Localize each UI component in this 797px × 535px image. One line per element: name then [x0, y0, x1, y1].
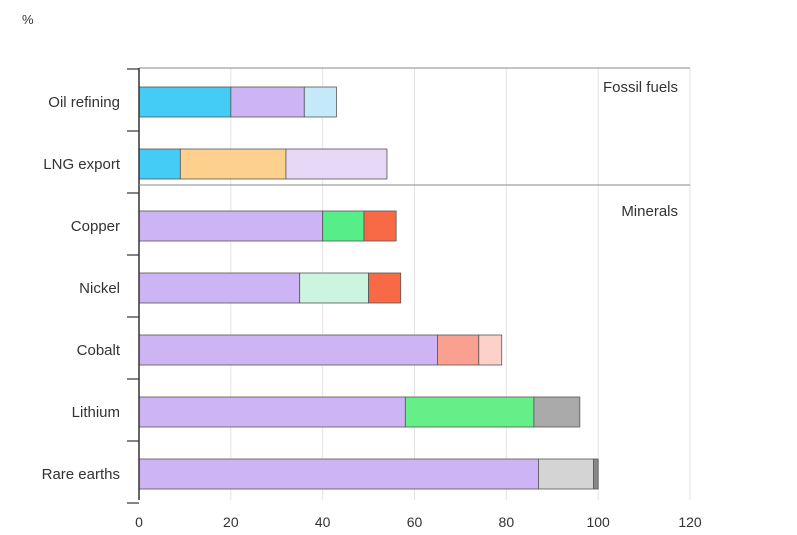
bar-segment: [478, 334, 503, 366]
x-tick-label: 0: [135, 514, 143, 530]
axes: [127, 67, 690, 504]
bar-segment: [363, 210, 397, 242]
group-label: Minerals: [621, 203, 678, 220]
bars: [138, 86, 599, 490]
bar-segment: [230, 86, 305, 118]
bar-segment: [303, 86, 337, 118]
bar-segment: [285, 148, 388, 180]
bar-segment: [138, 86, 232, 118]
category-label: Rare earths: [42, 466, 120, 483]
x-tick-label: 20: [223, 514, 239, 530]
group-label: Fossil fuels: [603, 79, 678, 96]
x-tick-label: 100: [586, 514, 610, 530]
bar-segment: [322, 210, 365, 242]
bar-segment: [437, 334, 480, 366]
category-label: LNG export: [43, 156, 121, 173]
bar-segment: [538, 458, 594, 490]
unit-label: %: [22, 12, 34, 27]
category-label: Lithium: [72, 404, 120, 421]
bar-segment: [138, 396, 406, 428]
category-label: Oil refining: [48, 94, 120, 111]
bar-segment: [138, 210, 324, 242]
x-tick-label: 120: [678, 514, 702, 530]
bar-segment: [138, 148, 181, 180]
bar-segment: [404, 396, 535, 428]
category-label: Copper: [71, 218, 120, 235]
gridlines: [230, 68, 691, 500]
labels: 0 20 40 60 80 100 120 Oil refining LNG export Cop…: [42, 79, 702, 530]
bar-segment: [138, 458, 539, 490]
x-tick-label: 80: [499, 514, 515, 530]
bar-segment: [368, 272, 402, 304]
x-tick-label: 40: [315, 514, 331, 530]
bar-segment: [533, 396, 581, 428]
bar-segment: [593, 458, 599, 490]
bar-segment: [179, 148, 287, 180]
category-label: Nickel: [79, 280, 120, 297]
category-label: Cobalt: [77, 342, 121, 359]
bar-segment: [299, 272, 369, 304]
x-tick-label: 60: [407, 514, 423, 530]
bar-segment: [138, 272, 301, 304]
bar-segment: [138, 334, 438, 366]
